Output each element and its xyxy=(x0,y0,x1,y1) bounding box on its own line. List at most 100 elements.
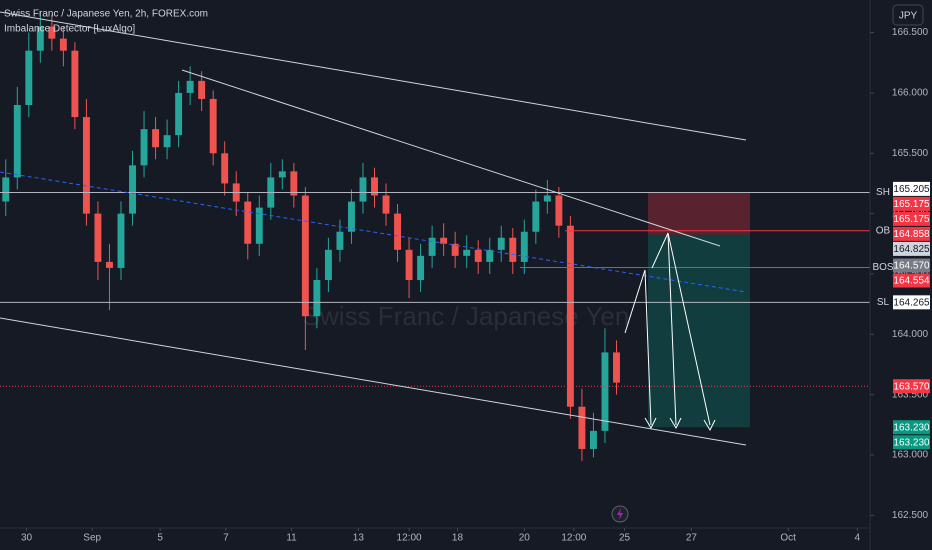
candle-body xyxy=(371,177,378,196)
x-tick-label: 11 xyxy=(286,533,297,544)
candle-body xyxy=(440,237,448,244)
x-tick-label: 18 xyxy=(452,533,464,544)
candle-body xyxy=(313,280,321,317)
arrow-head xyxy=(703,419,716,432)
candle-body xyxy=(301,195,309,317)
y-tick-label: 162.500 xyxy=(892,510,929,521)
price-label: 163.230 xyxy=(893,422,930,433)
candle-body xyxy=(405,249,413,280)
candle-body xyxy=(94,213,102,262)
candle-body xyxy=(324,249,332,280)
x-tick-label: 5 xyxy=(157,533,163,544)
candle-body xyxy=(566,225,574,407)
y-tick-label: 166.500 xyxy=(892,27,929,38)
candle-body xyxy=(336,231,344,250)
candle-body xyxy=(25,50,33,105)
y-tick-label: 163.000 xyxy=(892,450,929,461)
y-tick-label: 165.500 xyxy=(892,148,929,159)
candle-body xyxy=(71,50,79,118)
x-tick-label: 13 xyxy=(353,533,365,544)
x-tick-label: 12:00 xyxy=(397,533,422,544)
price-label-box xyxy=(893,295,930,310)
candle-body xyxy=(578,406,586,449)
arrow-head xyxy=(644,417,657,430)
x-tick-label: Sep xyxy=(83,533,101,544)
level-label: SH xyxy=(876,187,890,198)
price-label: 164.570 xyxy=(893,261,930,272)
candle-body xyxy=(359,177,367,202)
arrow xyxy=(667,232,711,426)
candle-body xyxy=(555,195,563,226)
level-label: SL xyxy=(877,297,890,308)
price-label-box xyxy=(893,241,930,256)
drawings xyxy=(0,11,747,446)
candle-body xyxy=(244,201,252,244)
trend-line xyxy=(0,317,747,446)
x-tick-label: 25 xyxy=(619,533,631,544)
x-tick-label: Oct xyxy=(780,533,796,544)
events-bolt xyxy=(617,508,623,520)
x-tick-label: 7 xyxy=(223,533,229,544)
arrow-head xyxy=(669,417,682,430)
y-tick-label: 163.500 xyxy=(892,389,929,400)
candle-body xyxy=(129,165,136,214)
arrow xyxy=(624,269,652,426)
price-label: 163.230 xyxy=(893,437,930,448)
price-label: 163.570 xyxy=(893,381,930,392)
candle-body xyxy=(13,105,21,178)
candle-body xyxy=(543,195,551,202)
price-label: 164.554 xyxy=(893,276,930,287)
trend-line xyxy=(181,69,721,247)
target-zone xyxy=(648,234,750,428)
candle-body xyxy=(601,352,609,431)
candle-body xyxy=(140,129,148,166)
candle-body xyxy=(221,153,229,184)
currency-button[interactable] xyxy=(892,4,924,26)
price-label: 164.265 xyxy=(893,297,930,308)
candle-body xyxy=(290,171,298,196)
candle-body xyxy=(486,249,494,262)
price-label-box xyxy=(893,226,930,241)
y-tick-label: 166.000 xyxy=(892,88,929,99)
candle-body xyxy=(59,38,67,51)
candle-body xyxy=(613,352,620,383)
price-label: 165.175 xyxy=(893,199,930,210)
level-label: BOS xyxy=(872,262,893,273)
candle-body xyxy=(428,237,436,256)
price-label-box xyxy=(893,273,930,288)
level-label: OB xyxy=(876,225,891,236)
stop-zone xyxy=(648,192,750,235)
price-label: 164.825 xyxy=(893,244,930,255)
price-label: 165.175 xyxy=(893,214,930,225)
candle-body xyxy=(589,430,597,449)
candle-body xyxy=(48,26,56,39)
candle-body xyxy=(255,207,263,244)
candle-body xyxy=(2,177,10,202)
axis-labels: SHOBBOSSL166.500166.000165.500165.000164… xyxy=(21,27,930,543)
price-label-box xyxy=(893,435,930,450)
price-label-box xyxy=(893,420,930,435)
candle-body xyxy=(509,237,517,262)
x-tick-label: 27 xyxy=(686,533,698,544)
candle-body xyxy=(163,135,171,148)
price-label-box xyxy=(893,181,930,196)
candle-body xyxy=(198,80,206,99)
candle-body xyxy=(175,92,183,136)
candle-body xyxy=(394,213,402,250)
price-label-box xyxy=(893,258,930,273)
candle-body xyxy=(152,129,160,148)
x-tick-label: 30 xyxy=(21,533,33,544)
candle-body xyxy=(520,231,528,262)
candle-body xyxy=(106,261,113,268)
x-tick-label: 4 xyxy=(855,533,861,544)
price-label-box xyxy=(893,379,930,394)
candle-body xyxy=(209,98,217,154)
currency-button-label[interactable]: JPY xyxy=(899,11,918,22)
chart-title: Swiss Franc / Japanese Yen, 2h, FOREX.co… xyxy=(4,9,208,20)
x-tick-label: 12:00 xyxy=(561,533,586,544)
x-tick-label: 20 xyxy=(519,533,531,544)
candle-body xyxy=(463,249,471,256)
candle-body xyxy=(36,26,44,51)
